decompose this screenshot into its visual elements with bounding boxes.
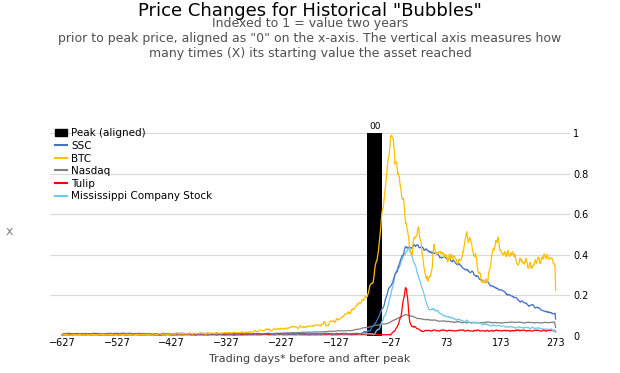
Text: x: x xyxy=(6,225,13,238)
Text: Indexed to 1 = value two years
prior to peak price, aligned as "0" on the x-axis: Indexed to 1 = value two years prior to … xyxy=(58,17,562,60)
Text: Price Changes for Historical "Bubbles": Price Changes for Historical "Bubbles" xyxy=(138,2,482,20)
Legend: Peak (aligned), SSC, BTC, Nasdaq, Tulip, Mississippi Company Stock: Peak (aligned), SSC, BTC, Nasdaq, Tulip,… xyxy=(55,128,213,201)
Bar xyxy=(367,133,383,336)
Text: 00: 00 xyxy=(369,122,381,131)
X-axis label: Trading days* before and after peak: Trading days* before and after peak xyxy=(210,354,410,364)
